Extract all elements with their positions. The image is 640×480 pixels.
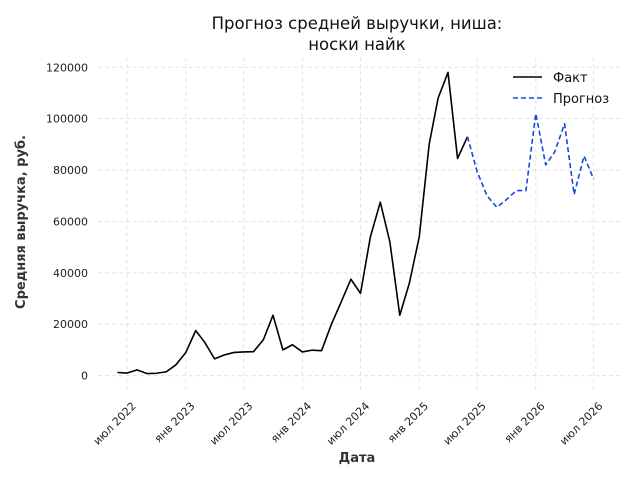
legend-label-actual: Факт <box>553 71 588 86</box>
series-layer <box>117 71 595 375</box>
x-tick-label: янв 2026 <box>502 400 548 446</box>
chart-title-line-1: Прогноз средней выручки, ниша: <box>212 14 503 33</box>
x-tick-label: июл 2022 <box>91 400 139 448</box>
x-axis-label: Дата <box>339 451 376 466</box>
y-tick-label: 20000 <box>53 318 88 331</box>
x-tick-label: июл 2026 <box>557 400 605 448</box>
x-tick-label: янв 2023 <box>152 400 198 446</box>
x-tick-label: янв 2025 <box>385 400 431 446</box>
legend: Факт Прогноз <box>513 71 609 107</box>
y-tick-label: 100000 <box>46 113 88 126</box>
y-tick-label: 40000 <box>53 267 88 280</box>
y-tick-label: 120000 <box>46 61 88 74</box>
chart-title-line-2: носки найк <box>308 35 406 54</box>
y-axis-label: Средняя выручка, руб. <box>14 135 29 309</box>
x-tick-label: июл 2023 <box>207 400 255 448</box>
x-tick-label: июл 2024 <box>324 400 372 448</box>
grid-layer <box>98 57 623 391</box>
series-line-forecast <box>466 112 595 209</box>
x-tick-label: янв 2024 <box>268 400 314 446</box>
series-line-actual <box>117 71 469 375</box>
legend-label-forecast: Прогноз <box>553 92 609 107</box>
y-tick-label: 80000 <box>53 164 88 177</box>
y-tick-label: 0 <box>81 370 88 383</box>
axis-layer: 0 20000 40000 60000 80000 100000 120000 июл 202… <box>46 61 605 447</box>
x-tick-label: июл 2025 <box>441 400 489 448</box>
y-tick-label: 60000 <box>53 215 88 228</box>
